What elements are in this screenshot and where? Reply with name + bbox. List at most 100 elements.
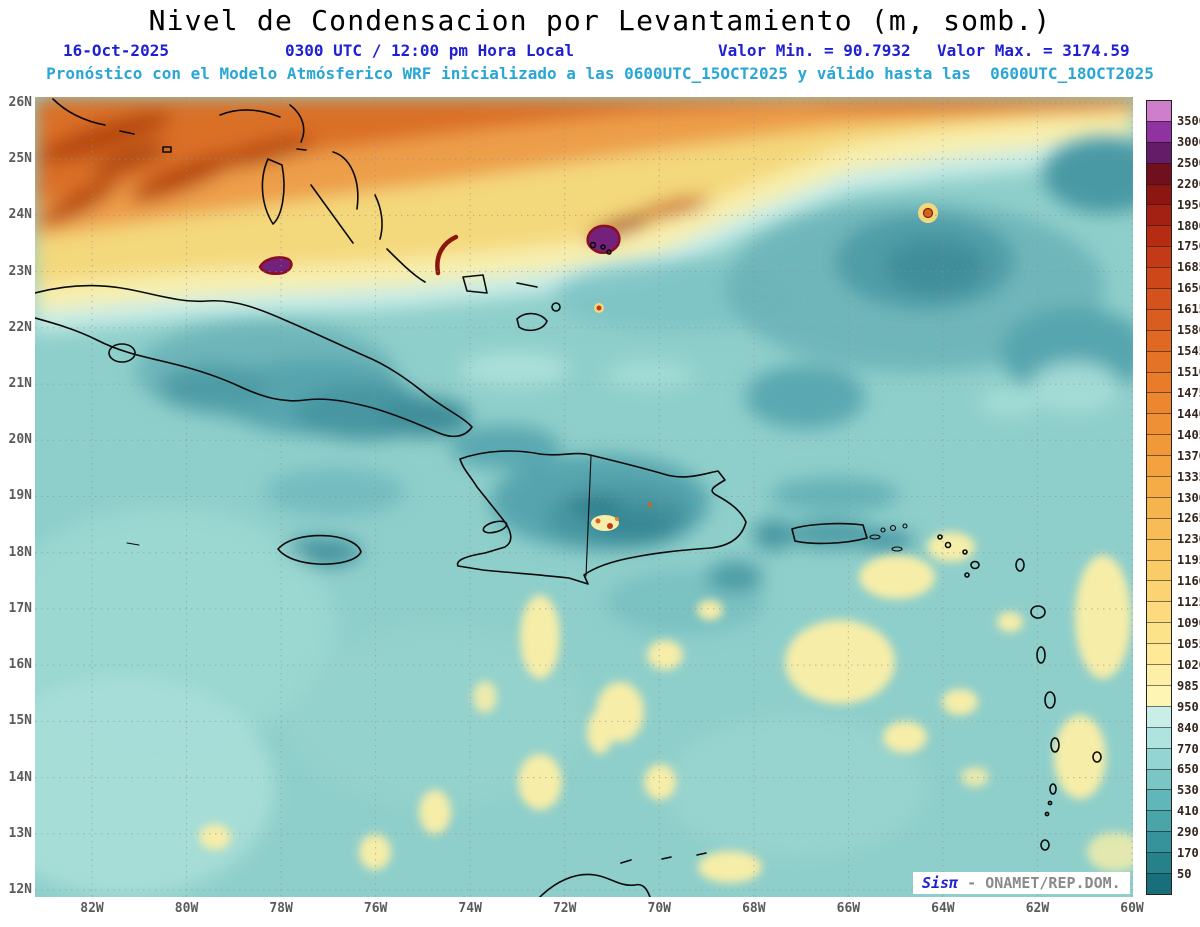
colorbar-segment (1147, 288, 1171, 309)
lon-tick-label: 78W (269, 901, 293, 916)
lat-tick-label: 15N (8, 713, 32, 729)
lon-tick-label: 74W (458, 901, 482, 916)
colorbar-segment (1147, 476, 1171, 497)
cayman-coastline (126, 542, 140, 546)
colorbar-segment (1147, 768, 1171, 790)
colorbar-segment (1147, 664, 1171, 685)
colorbar-segment (1147, 559, 1171, 581)
colorbar-segment (1147, 162, 1171, 184)
purple-max-spot-west (258, 256, 293, 275)
colorbar-segment (1147, 705, 1171, 727)
lon-tick-label: 64W (931, 901, 955, 916)
lat-tick-label: 23N (8, 263, 32, 279)
colorbar-segment (1147, 120, 1171, 142)
colorbar-segment (1147, 413, 1171, 435)
watermark: Sisπ - ONAMET/REP.DOM. (913, 872, 1130, 894)
yellow-patches (199, 532, 1133, 883)
watermark-text: - ONAMET/REP.DOM. (958, 874, 1121, 892)
colorbar-tick-label: 650 (1177, 762, 1199, 777)
colorbar-segment (1147, 267, 1171, 289)
colorbar-tick-label: 290 (1177, 825, 1199, 840)
lat-tick-label: 26N (8, 95, 32, 110)
lon-tick-label: 70W (647, 901, 672, 916)
model-info-line: Pronóstico con el Modelo Atmósferico WRF… (46, 64, 1154, 83)
colorbar-tick-label: 1055 (1177, 636, 1200, 651)
colorbar-tick-label: 2500 (1177, 155, 1200, 170)
colorbar-tick-label: 1510 (1177, 364, 1200, 379)
colorbar-segment (1147, 204, 1171, 226)
colorbar-tick-label: 1545 (1177, 344, 1200, 359)
colorbar-tick-label: 1475 (1177, 385, 1200, 400)
gonave-coastline (482, 520, 508, 534)
colorbar-tick-label: 1370 (1177, 448, 1200, 463)
lat-tick-label: 22N (8, 319, 32, 335)
colorbar-tick-label: 1750 (1177, 239, 1200, 254)
colorbar-tick-label: 2200 (1177, 176, 1200, 191)
lat-tick-label: 19N (8, 488, 32, 504)
grid-lines (35, 97, 1133, 897)
teal-field-blobs (35, 137, 1133, 897)
colorbar-segment (1147, 496, 1171, 518)
colorbar-tick-label: 770 (1177, 741, 1199, 756)
south-america-coastline (539, 852, 707, 897)
isla-juventud-coastline (108, 343, 136, 363)
colorbar-segment (1147, 747, 1171, 769)
high-lcl-band (35, 97, 1133, 333)
colorbar-segment (1147, 329, 1171, 351)
colorbar-tick-label: 1950 (1177, 197, 1200, 212)
colorbar-tick-label: 1580 (1177, 323, 1200, 338)
colorbar-segment (1147, 434, 1171, 456)
lon-tick-label: 62W (1025, 901, 1050, 916)
date-label: 16-Oct-2025 (63, 41, 169, 60)
colorbar-segment (1147, 246, 1171, 268)
colorbar-tick-label: 1650 (1177, 281, 1200, 296)
colorbar-tick-label: 1300 (1177, 490, 1200, 505)
colorbar-tick-label: 1440 (1177, 406, 1200, 421)
colorbar-segment (1147, 622, 1171, 644)
colorbar-tick-label: 1405 (1177, 427, 1200, 442)
colorbar-segment (1147, 141, 1171, 163)
lat-tick-label: 13N (8, 825, 32, 841)
colorbar-segment (1147, 872, 1171, 894)
colorbar-tick-label: 1230 (1177, 532, 1200, 547)
colorbar-segment (1147, 183, 1171, 205)
puerto-rico-coastline (791, 522, 868, 545)
coastlines (35, 98, 1102, 897)
colorbar-segment (1147, 350, 1171, 372)
lon-tick-label: 60W (1120, 901, 1144, 916)
lon-tick-label: 76W (363, 901, 388, 916)
colorbar-tick-label: 410 (1177, 804, 1199, 819)
watermark-brand: Sisπ (922, 874, 959, 892)
colorbar-segment (1147, 852, 1171, 873)
colorbar-tick-label: 1090 (1177, 616, 1200, 631)
colorbar-segment (1147, 810, 1171, 832)
colorbar-segment (1147, 643, 1171, 665)
colorbar-tick-label: 1335 (1177, 469, 1200, 484)
lon-tick-label: 72W (552, 901, 577, 916)
colorbar-segment (1147, 831, 1171, 853)
colorbar-tick-label: 1615 (1177, 302, 1200, 317)
colorbar-segment (1147, 726, 1171, 748)
page-title: Nivel de Condensacion por Levantamiento … (148, 4, 1052, 37)
lat-tick-label: 24N (8, 207, 32, 223)
colorbar-segment (1147, 225, 1171, 247)
lat-tick-label: 12N (8, 881, 32, 897)
lat-tick-label: 14N (8, 769, 32, 785)
colorbar-strip (1146, 100, 1172, 895)
colorbar-segment (1147, 392, 1171, 414)
colorbar-tick-label: 840 (1177, 720, 1199, 735)
lat-tick-label: 21N (8, 376, 32, 392)
colorbar-tick-label: 1020 (1177, 657, 1200, 672)
colorbar-segment (1147, 455, 1171, 477)
lon-tick-label: 68W (742, 901, 766, 916)
colorbar-segment (1147, 538, 1171, 560)
colorbar-tick-label: 1195 (1177, 553, 1200, 568)
colorbar-segment (1147, 684, 1171, 706)
colorbar-segment (1147, 101, 1171, 121)
colorbar-tick-label: 1800 (1177, 218, 1200, 233)
dark-red-crescent (435, 234, 459, 276)
colorbar-tick-label: 50 (1177, 867, 1192, 882)
haiti-dr-border (585, 455, 592, 577)
colorbar-tick-label: 1685 (1177, 260, 1200, 275)
colorbar-segment (1147, 580, 1171, 602)
